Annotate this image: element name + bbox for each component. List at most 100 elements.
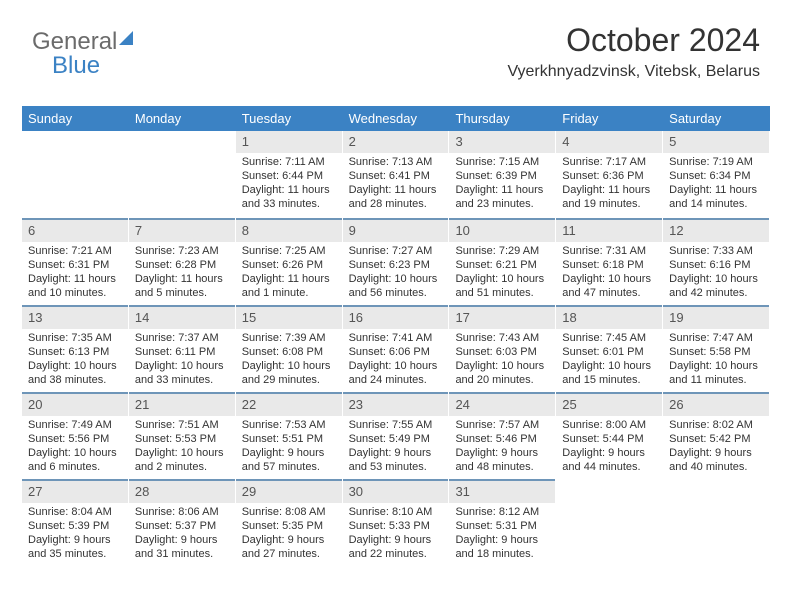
day-details: Sunrise: 7:53 AMSunset: 5:51 PMDaylight:… xyxy=(236,416,342,478)
sunrise-line: Sunrise: 7:11 AM xyxy=(242,156,336,170)
sunset-line: Sunset: 6:11 PM xyxy=(135,346,229,360)
weekday-label: Wednesday xyxy=(343,106,450,131)
day-details: Sunrise: 7:25 AMSunset: 6:26 PMDaylight:… xyxy=(236,242,342,304)
daylight-line: Daylight: 10 hours and 51 minutes. xyxy=(455,273,549,301)
daylight-line: Daylight: 10 hours and 11 minutes. xyxy=(669,360,763,388)
day-details: Sunrise: 7:45 AMSunset: 6:01 PMDaylight:… xyxy=(556,329,662,391)
sunrise-line: Sunrise: 7:13 AM xyxy=(349,156,443,170)
calendar-cell: 31Sunrise: 8:12 AMSunset: 5:31 PMDayligh… xyxy=(449,479,556,566)
date-number: 29 xyxy=(236,479,342,503)
calendar-cell: 28Sunrise: 8:06 AMSunset: 5:37 PMDayligh… xyxy=(129,479,236,566)
sunset-line: Sunset: 6:28 PM xyxy=(135,259,229,273)
date-number: 30 xyxy=(343,479,449,503)
daylight-line: Daylight: 11 hours and 5 minutes. xyxy=(135,273,229,301)
calendar-cell: 25Sunrise: 8:00 AMSunset: 5:44 PMDayligh… xyxy=(556,392,663,479)
daylight-line: Daylight: 9 hours and 22 minutes. xyxy=(349,534,443,562)
daylight-line: Daylight: 10 hours and 56 minutes. xyxy=(349,273,443,301)
calendar-cell: 10Sunrise: 7:29 AMSunset: 6:21 PMDayligh… xyxy=(449,218,556,305)
calendar-cell: 5Sunrise: 7:19 AMSunset: 6:34 PMDaylight… xyxy=(663,131,770,218)
daylight-line: Daylight: 9 hours and 57 minutes. xyxy=(242,447,336,475)
date-number: 4 xyxy=(556,131,662,153)
date-number: 20 xyxy=(22,392,128,416)
day-details: Sunrise: 8:00 AMSunset: 5:44 PMDaylight:… xyxy=(556,416,662,478)
calendar-cell: 1Sunrise: 7:11 AMSunset: 6:44 PMDaylight… xyxy=(236,131,343,218)
sunrise-line: Sunrise: 8:00 AM xyxy=(562,419,656,433)
date-number: 8 xyxy=(236,218,342,242)
day-details: Sunrise: 7:35 AMSunset: 6:13 PMDaylight:… xyxy=(22,329,128,391)
calendar-cell: 9Sunrise: 7:27 AMSunset: 6:23 PMDaylight… xyxy=(343,218,450,305)
date-number: 27 xyxy=(22,479,128,503)
date-number: 15 xyxy=(236,305,342,329)
date-number: 22 xyxy=(236,392,342,416)
weekday-label: Tuesday xyxy=(236,106,343,131)
calendar: SundayMondayTuesdayWednesdayThursdayFrid… xyxy=(22,106,770,566)
calendar-cell: 16Sunrise: 7:41 AMSunset: 6:06 PMDayligh… xyxy=(343,305,450,392)
day-details: Sunrise: 7:27 AMSunset: 6:23 PMDaylight:… xyxy=(343,242,449,304)
daylight-line: Daylight: 10 hours and 2 minutes. xyxy=(135,447,229,475)
day-details: Sunrise: 7:41 AMSunset: 6:06 PMDaylight:… xyxy=(343,329,449,391)
date-number: 3 xyxy=(449,131,555,153)
daylight-line: Daylight: 11 hours and 23 minutes. xyxy=(455,184,549,212)
date-number: 7 xyxy=(129,218,235,242)
daylight-line: Daylight: 11 hours and 19 minutes. xyxy=(562,184,656,212)
sunset-line: Sunset: 5:44 PM xyxy=(562,433,656,447)
page-location: Vyerkhnyadzvinsk, Vitebsk, Belarus xyxy=(507,63,760,81)
day-details: Sunrise: 7:47 AMSunset: 5:58 PMDaylight:… xyxy=(663,329,769,391)
day-details: Sunrise: 7:13 AMSunset: 6:41 PMDaylight:… xyxy=(343,153,449,215)
sunset-line: Sunset: 5:46 PM xyxy=(455,433,549,447)
sunrise-line: Sunrise: 7:35 AM xyxy=(28,332,122,346)
date-number: 9 xyxy=(343,218,449,242)
date-number: 5 xyxy=(663,131,769,153)
sunrise-line: Sunrise: 8:02 AM xyxy=(669,419,763,433)
sunrise-line: Sunrise: 7:51 AM xyxy=(135,419,229,433)
daylight-line: Daylight: 10 hours and 6 minutes. xyxy=(28,447,122,475)
daylight-line: Daylight: 9 hours and 35 minutes. xyxy=(28,534,122,562)
sunrise-line: Sunrise: 7:49 AM xyxy=(28,419,122,433)
calendar-cell: 3Sunrise: 7:15 AMSunset: 6:39 PMDaylight… xyxy=(449,131,556,218)
date-number: 13 xyxy=(22,305,128,329)
sunrise-line: Sunrise: 7:57 AM xyxy=(455,419,549,433)
sunset-line: Sunset: 6:13 PM xyxy=(28,346,122,360)
weekday-header: SundayMondayTuesdayWednesdayThursdayFrid… xyxy=(22,106,770,131)
calendar-cell: 22Sunrise: 7:53 AMSunset: 5:51 PMDayligh… xyxy=(236,392,343,479)
day-details: Sunrise: 7:33 AMSunset: 6:16 PMDaylight:… xyxy=(663,242,769,304)
sunset-line: Sunset: 5:49 PM xyxy=(349,433,443,447)
sunrise-line: Sunrise: 7:23 AM xyxy=(135,245,229,259)
calendar-cell: 2Sunrise: 7:13 AMSunset: 6:41 PMDaylight… xyxy=(343,131,450,218)
daylight-line: Daylight: 10 hours and 24 minutes. xyxy=(349,360,443,388)
sunrise-line: Sunrise: 7:27 AM xyxy=(349,245,443,259)
sunset-line: Sunset: 6:44 PM xyxy=(242,170,336,184)
daylight-line: Daylight: 10 hours and 38 minutes. xyxy=(28,360,122,388)
day-details: Sunrise: 7:43 AMSunset: 6:03 PMDaylight:… xyxy=(449,329,555,391)
weekday-label: Saturday xyxy=(663,106,770,131)
day-details: Sunrise: 7:15 AMSunset: 6:39 PMDaylight:… xyxy=(449,153,555,215)
sunrise-line: Sunrise: 7:55 AM xyxy=(349,419,443,433)
calendar-week: 1Sunrise: 7:11 AMSunset: 6:44 PMDaylight… xyxy=(22,131,770,218)
sunrise-line: Sunrise: 7:53 AM xyxy=(242,419,336,433)
sunset-line: Sunset: 6:16 PM xyxy=(669,259,763,273)
date-number: 23 xyxy=(343,392,449,416)
weekday-label: Sunday xyxy=(22,106,129,131)
day-details: Sunrise: 7:23 AMSunset: 6:28 PMDaylight:… xyxy=(129,242,235,304)
date-number: 11 xyxy=(556,218,662,242)
date-number: 14 xyxy=(129,305,235,329)
date-number: 6 xyxy=(22,218,128,242)
sunset-line: Sunset: 6:23 PM xyxy=(349,259,443,273)
logo-word-2: Blue xyxy=(52,52,100,79)
sunrise-line: Sunrise: 7:21 AM xyxy=(28,245,122,259)
header: October 2024 Vyerkhnyadzvinsk, Vitebsk, … xyxy=(507,22,760,81)
calendar-cell xyxy=(129,131,236,218)
calendar-cell xyxy=(556,479,663,566)
sunset-line: Sunset: 5:58 PM xyxy=(669,346,763,360)
day-details: Sunrise: 7:37 AMSunset: 6:11 PMDaylight:… xyxy=(129,329,235,391)
sunset-line: Sunset: 6:34 PM xyxy=(669,170,763,184)
date-number: 12 xyxy=(663,218,769,242)
day-details: Sunrise: 8:12 AMSunset: 5:31 PMDaylight:… xyxy=(449,503,555,565)
calendar-cell: 6Sunrise: 7:21 AMSunset: 6:31 PMDaylight… xyxy=(22,218,129,305)
sunset-line: Sunset: 6:31 PM xyxy=(28,259,122,273)
sunrise-line: Sunrise: 8:08 AM xyxy=(242,506,336,520)
calendar-cell: 23Sunrise: 7:55 AMSunset: 5:49 PMDayligh… xyxy=(343,392,450,479)
sunset-line: Sunset: 6:18 PM xyxy=(562,259,656,273)
calendar-cell: 18Sunrise: 7:45 AMSunset: 6:01 PMDayligh… xyxy=(556,305,663,392)
calendar-cell: 11Sunrise: 7:31 AMSunset: 6:18 PMDayligh… xyxy=(556,218,663,305)
